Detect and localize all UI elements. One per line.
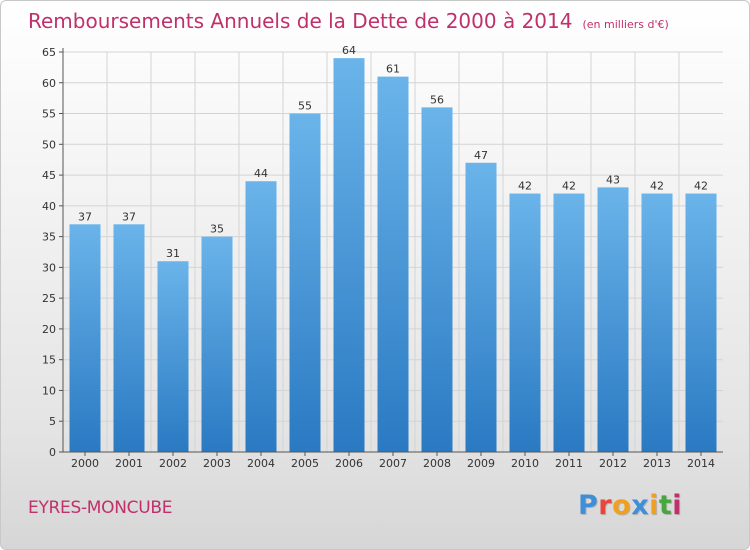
bar-2011 xyxy=(553,193,585,453)
x-tick-label: 2013 xyxy=(643,457,671,470)
logo-letter: P xyxy=(578,490,599,521)
logo-letter: t xyxy=(658,490,673,521)
y-tick-label: 25 xyxy=(42,292,56,305)
logo-letter: r xyxy=(598,490,613,521)
data-label: 44 xyxy=(254,167,268,180)
logo-letter: x xyxy=(631,490,650,521)
y-tick-label: 40 xyxy=(42,200,56,213)
data-label: 42 xyxy=(694,180,708,193)
y-tick-label: 50 xyxy=(42,138,56,151)
y-tick-label: 60 xyxy=(42,77,56,90)
data-label: 56 xyxy=(430,93,444,106)
y-tick-label: 30 xyxy=(42,261,56,274)
data-label: 43 xyxy=(606,173,620,186)
unit-label: (en milliers d'€) xyxy=(582,18,669,31)
data-label: 42 xyxy=(518,180,532,193)
data-label: 55 xyxy=(298,100,312,113)
x-tick-label: 2011 xyxy=(555,457,583,470)
bar-2009 xyxy=(465,162,497,452)
y-tick-label: 35 xyxy=(42,231,56,244)
y-tick-label: 65 xyxy=(42,46,56,59)
x-tick-label: 2006 xyxy=(335,457,363,470)
proxiti-logo[interactable]: Proxiti xyxy=(578,490,682,521)
x-tick-label: 2008 xyxy=(423,457,451,470)
y-tick-label: 20 xyxy=(42,323,56,336)
y-tick-label: 10 xyxy=(42,384,56,397)
data-label: 42 xyxy=(650,180,664,193)
title-text: Remboursements Annuels de la Dette de 20… xyxy=(28,9,573,33)
y-tick-label: 45 xyxy=(42,169,56,182)
bar-2003 xyxy=(201,236,233,452)
bar-2001 xyxy=(113,224,145,452)
bars xyxy=(69,58,717,453)
x-tick-label: 2002 xyxy=(159,457,187,470)
y-tick-label: 55 xyxy=(42,108,56,121)
y-tick-label: 0 xyxy=(49,446,56,459)
bar-2014 xyxy=(685,193,717,453)
bar-2008 xyxy=(421,107,453,452)
bar-2006 xyxy=(333,58,365,453)
data-label: 37 xyxy=(122,210,136,223)
data-label: 42 xyxy=(562,180,576,193)
bar-2002 xyxy=(157,261,189,452)
bar-2000 xyxy=(69,224,101,452)
x-tick-label: 2000 xyxy=(71,457,99,470)
data-label: 64 xyxy=(342,44,356,57)
x-tick-label: 2004 xyxy=(247,457,275,470)
x-tick-label: 2005 xyxy=(291,457,319,470)
axes: 0 5 10 15 20 25 30 35 40 45 50 55 60 65 2000 2001 2002 20… xyxy=(42,46,723,470)
x-tick-label: 2007 xyxy=(379,457,407,470)
data-label: 61 xyxy=(386,63,400,76)
y-tick-label: 5 xyxy=(49,415,56,428)
bar-2010 xyxy=(509,193,541,453)
x-tick-label: 2014 xyxy=(687,457,715,470)
commune-name: EYRES-MONCUBE xyxy=(28,498,173,518)
data-label: 31 xyxy=(166,247,180,260)
data-label: 35 xyxy=(210,223,224,236)
chart-title: Remboursements Annuels de la Dette de 20… xyxy=(28,9,669,33)
data-label: 47 xyxy=(474,149,488,162)
logo-letter: i xyxy=(672,490,683,521)
data-label: 37 xyxy=(78,210,92,223)
x-tick-label: 2001 xyxy=(115,457,143,470)
value-labels: 37 37 31 35 44 55 64 61 56 47 42 42 43 42 42 xyxy=(78,44,708,260)
x-tick-label: 2010 xyxy=(511,457,539,470)
x-tick-label: 2009 xyxy=(467,457,495,470)
bar-2013 xyxy=(641,193,673,453)
x-tick-label: 2003 xyxy=(203,457,231,470)
logo-letter: o xyxy=(612,490,632,521)
y-tick-label: 15 xyxy=(42,354,56,367)
x-tick-label: 2012 xyxy=(599,457,627,470)
bar-2012 xyxy=(597,187,629,452)
bar-2005 xyxy=(289,113,321,453)
bar-2007 xyxy=(377,76,409,452)
bar-2004 xyxy=(245,181,277,452)
logo-letter: i xyxy=(649,490,659,521)
